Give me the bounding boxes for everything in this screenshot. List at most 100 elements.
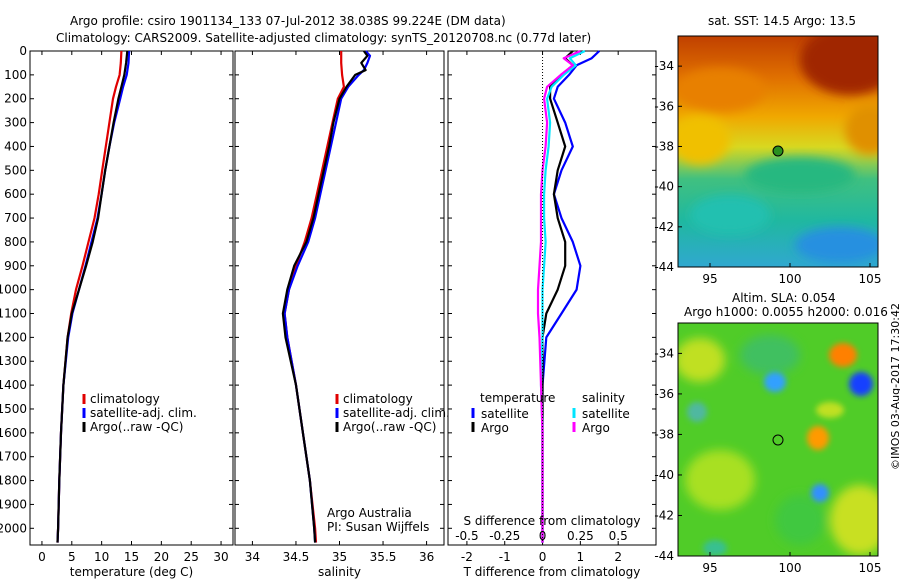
x-tick-label: -2 — [461, 550, 473, 564]
y-tick-label: -36 — [654, 99, 674, 113]
x-tick-label: 5 — [68, 550, 76, 564]
x-tick-label: 105 — [859, 561, 882, 575]
temperature-xlabel: temperature (deg C) — [70, 565, 193, 579]
sst_map-frame — [677, 35, 879, 268]
y-tick-label: 400 — [4, 139, 27, 153]
title-line-1: Argo profile: csiro 1901134_133 07-Jul-2… — [70, 14, 506, 28]
y-tick-label: 2000 — [0, 521, 27, 535]
annotation-text: Argo Australia — [327, 506, 412, 520]
salinity-panel: 34 34.5 35 35.5 36 salinity climatologysatelli… — [234, 50, 450, 579]
legend-label: climatology — [90, 392, 160, 406]
y-tick-label: -38 — [654, 139, 674, 153]
y-tick-label: -34 — [654, 346, 674, 360]
legend-label: Argo(..raw -QC) — [343, 420, 436, 434]
legend-header: salinity — [582, 391, 625, 405]
y-tick-label: -34 — [654, 59, 674, 73]
x-tick-label: 35.5 — [370, 550, 397, 564]
x-tick-label: 35 — [332, 550, 347, 564]
temperature-frame — [29, 50, 234, 546]
x-tick-top-label: -0.25 — [489, 529, 520, 543]
y-tick-label: -44 — [654, 549, 674, 563]
x-tick-label: 15 — [124, 550, 139, 564]
legend-label: satellite-adj. clim. — [343, 406, 450, 420]
y-tick-label: 0 — [19, 44, 27, 58]
y-tick-label: 600 — [4, 187, 27, 201]
sst-map — [678, 36, 878, 267]
difference-xlabel-top: S difference from climatology — [464, 514, 641, 528]
title-line-2: Climatology: CARS2009. Satellite-adjuste… — [56, 31, 592, 45]
sla_map-frame — [677, 322, 879, 557]
x-tick-label: 0 — [38, 550, 46, 564]
y-tick-label: -40 — [654, 468, 674, 482]
x-tick-label: 1 — [577, 550, 585, 564]
x-tick-label: 105 — [859, 272, 882, 286]
sla-map-title-1: Altim. SLA: 0.054 — [732, 291, 836, 305]
legend-label: satellite — [582, 407, 630, 421]
y-tick-label: 1200 — [0, 330, 27, 344]
x-tick-label: 34 — [245, 550, 260, 564]
x-tick-label: 95 — [702, 272, 717, 286]
y-tick-label: -40 — [654, 180, 674, 194]
y-tick-label: 100 — [4, 68, 27, 82]
y-tick-label: 1100 — [0, 307, 27, 321]
x-tick-label: 25 — [184, 550, 199, 564]
x-tick-label: 0 — [539, 550, 547, 564]
temperature-panel: 0100200300400500600700800900100011001200… — [0, 44, 234, 579]
y-tick-label: 1900 — [0, 497, 27, 511]
legend-label: Argo — [481, 421, 509, 435]
x-tick-label: 36 — [419, 550, 434, 564]
x-tick-label: 2 — [614, 550, 622, 564]
y-tick-label: 800 — [4, 235, 27, 249]
x-tick-top-label: -0.5 — [455, 529, 478, 543]
y-tick-label: 300 — [4, 116, 27, 130]
legend-label: climatology — [343, 392, 413, 406]
x-tick-label: 100 — [779, 561, 802, 575]
y-tick-label: 1600 — [0, 426, 27, 440]
x-tick-label: 95 — [702, 561, 717, 575]
x-tick-label: 20 — [154, 550, 169, 564]
legend-header: temperature — [480, 391, 555, 405]
y-tick-label: 1700 — [0, 450, 27, 464]
x-tick-top-label: 0 — [539, 529, 547, 543]
x-tick-label: 30 — [213, 550, 228, 564]
sla_map-axes: 95 100 105 -34 -36 -38 -40 -42 -44 — [654, 322, 882, 575]
y-tick-label: 1000 — [0, 283, 27, 297]
sla-map — [678, 323, 878, 556]
x-tick-label: 34.5 — [283, 550, 310, 564]
y-tick-label: -44 — [654, 260, 674, 274]
legend-label: Argo(..raw -QC) — [90, 420, 183, 434]
legend-label: satellite-adj. clim. — [90, 406, 197, 420]
y-tick-label: 1300 — [0, 354, 27, 368]
profile-marker — [772, 145, 784, 157]
y-tick-label: -42 — [654, 220, 674, 234]
temperature-series-line — [56, 50, 129, 543]
difference-series-line — [536, 49, 581, 543]
y-tick-label: -38 — [654, 427, 674, 441]
x-tick-top-label: 0.25 — [567, 529, 594, 543]
annotation-text: PI: Susan Wijffels — [327, 520, 429, 534]
y-tick-label: 1500 — [0, 402, 27, 416]
y-tick-label: 500 — [4, 163, 27, 177]
difference-xlabel: T difference from climatology — [463, 565, 641, 579]
y-tick-label: -36 — [654, 387, 674, 401]
y-tick-label: 1800 — [0, 474, 27, 488]
sst_map-axes: 95 100 105 -34 -36 -38 -40 -42 -44 — [654, 35, 882, 286]
profile-marker — [772, 434, 784, 446]
y-tick-label: 700 — [4, 211, 27, 225]
legend-label: Argo — [582, 421, 610, 435]
x-tick-label: 100 — [779, 272, 802, 286]
y-tick-label: 1400 — [0, 378, 27, 392]
difference-frame — [447, 50, 657, 546]
y-tick-label: -42 — [654, 508, 674, 522]
x-tick-top-label: 0.5 — [609, 529, 628, 543]
salinity-series-line — [281, 50, 369, 543]
salinity-xlabel: salinity — [318, 565, 361, 579]
difference-panel: -2 -1 0 1 2T difference from climatology temp… — [447, 49, 657, 579]
legend-label: satellite — [481, 407, 529, 421]
salinity-frame — [234, 50, 445, 546]
sla-map-title-2: Argo h1000: 0.0055 h2000: 0.016 — [684, 305, 888, 319]
y-tick-label: 900 — [4, 259, 27, 273]
x-tick-label: -1 — [499, 550, 511, 564]
y-tick-label: 200 — [4, 92, 27, 106]
